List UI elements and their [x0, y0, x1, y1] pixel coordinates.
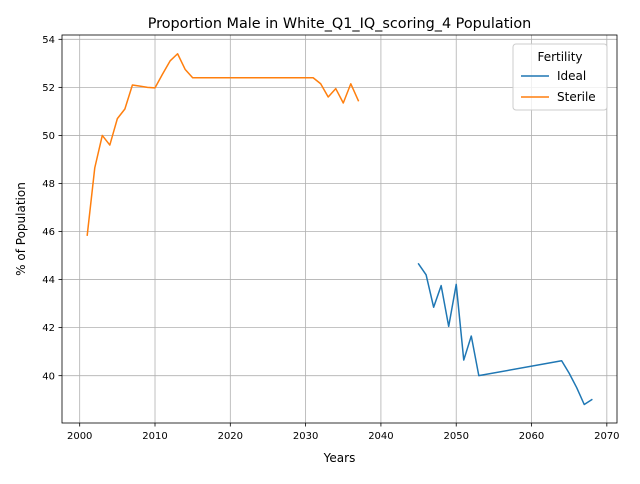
- y-tick-label: 40: [42, 371, 55, 382]
- y-tick-label: 44: [42, 275, 55, 286]
- legend-title: Fertility: [537, 50, 582, 64]
- legend-entries: Ideal Sterile: [521, 69, 596, 104]
- legend-label-sterile: Sterile: [557, 90, 596, 104]
- x-tick-label: 2070: [594, 431, 619, 442]
- legend: Fertility Ideal Sterile: [512, 43, 608, 111]
- x-tick-label: 2020: [218, 431, 243, 442]
- x-tick-label: 2050: [443, 431, 468, 442]
- x-tick-label: 2000: [67, 431, 92, 442]
- series-line-sterile: [86, 52, 360, 236]
- series-layer: [86, 52, 593, 406]
- y-tick-label: 50: [42, 131, 55, 142]
- legend-label-ideal: Ideal: [557, 69, 586, 83]
- y-tick-label: 48: [42, 179, 55, 190]
- x-tick-label: 2040: [368, 431, 393, 442]
- x-tick-label: 2030: [293, 431, 318, 442]
- legend-box: [512, 43, 608, 111]
- ticks: 2000 2010 2020 2030 2040 2050 2060 2070 40 42 44 46…: [42, 35, 619, 442]
- y-tick-label: 46: [42, 227, 55, 238]
- y-tick-label: 42: [42, 323, 55, 334]
- y-tick-label: 52: [42, 83, 55, 94]
- y-tick-label: 54: [42, 35, 55, 46]
- x-tick-label: 2060: [519, 431, 544, 442]
- y-axis-label: % of Population: [14, 182, 28, 276]
- x-tick-label: 2010: [142, 431, 167, 442]
- series-line-ideal: [417, 262, 593, 406]
- plot-frame: [61, 34, 618, 424]
- grid: [62, 35, 617, 423]
- x-axis-label: Years: [323, 451, 356, 465]
- chart-title: Proportion Male in White_Q1_IQ_scoring_4…: [148, 16, 532, 32]
